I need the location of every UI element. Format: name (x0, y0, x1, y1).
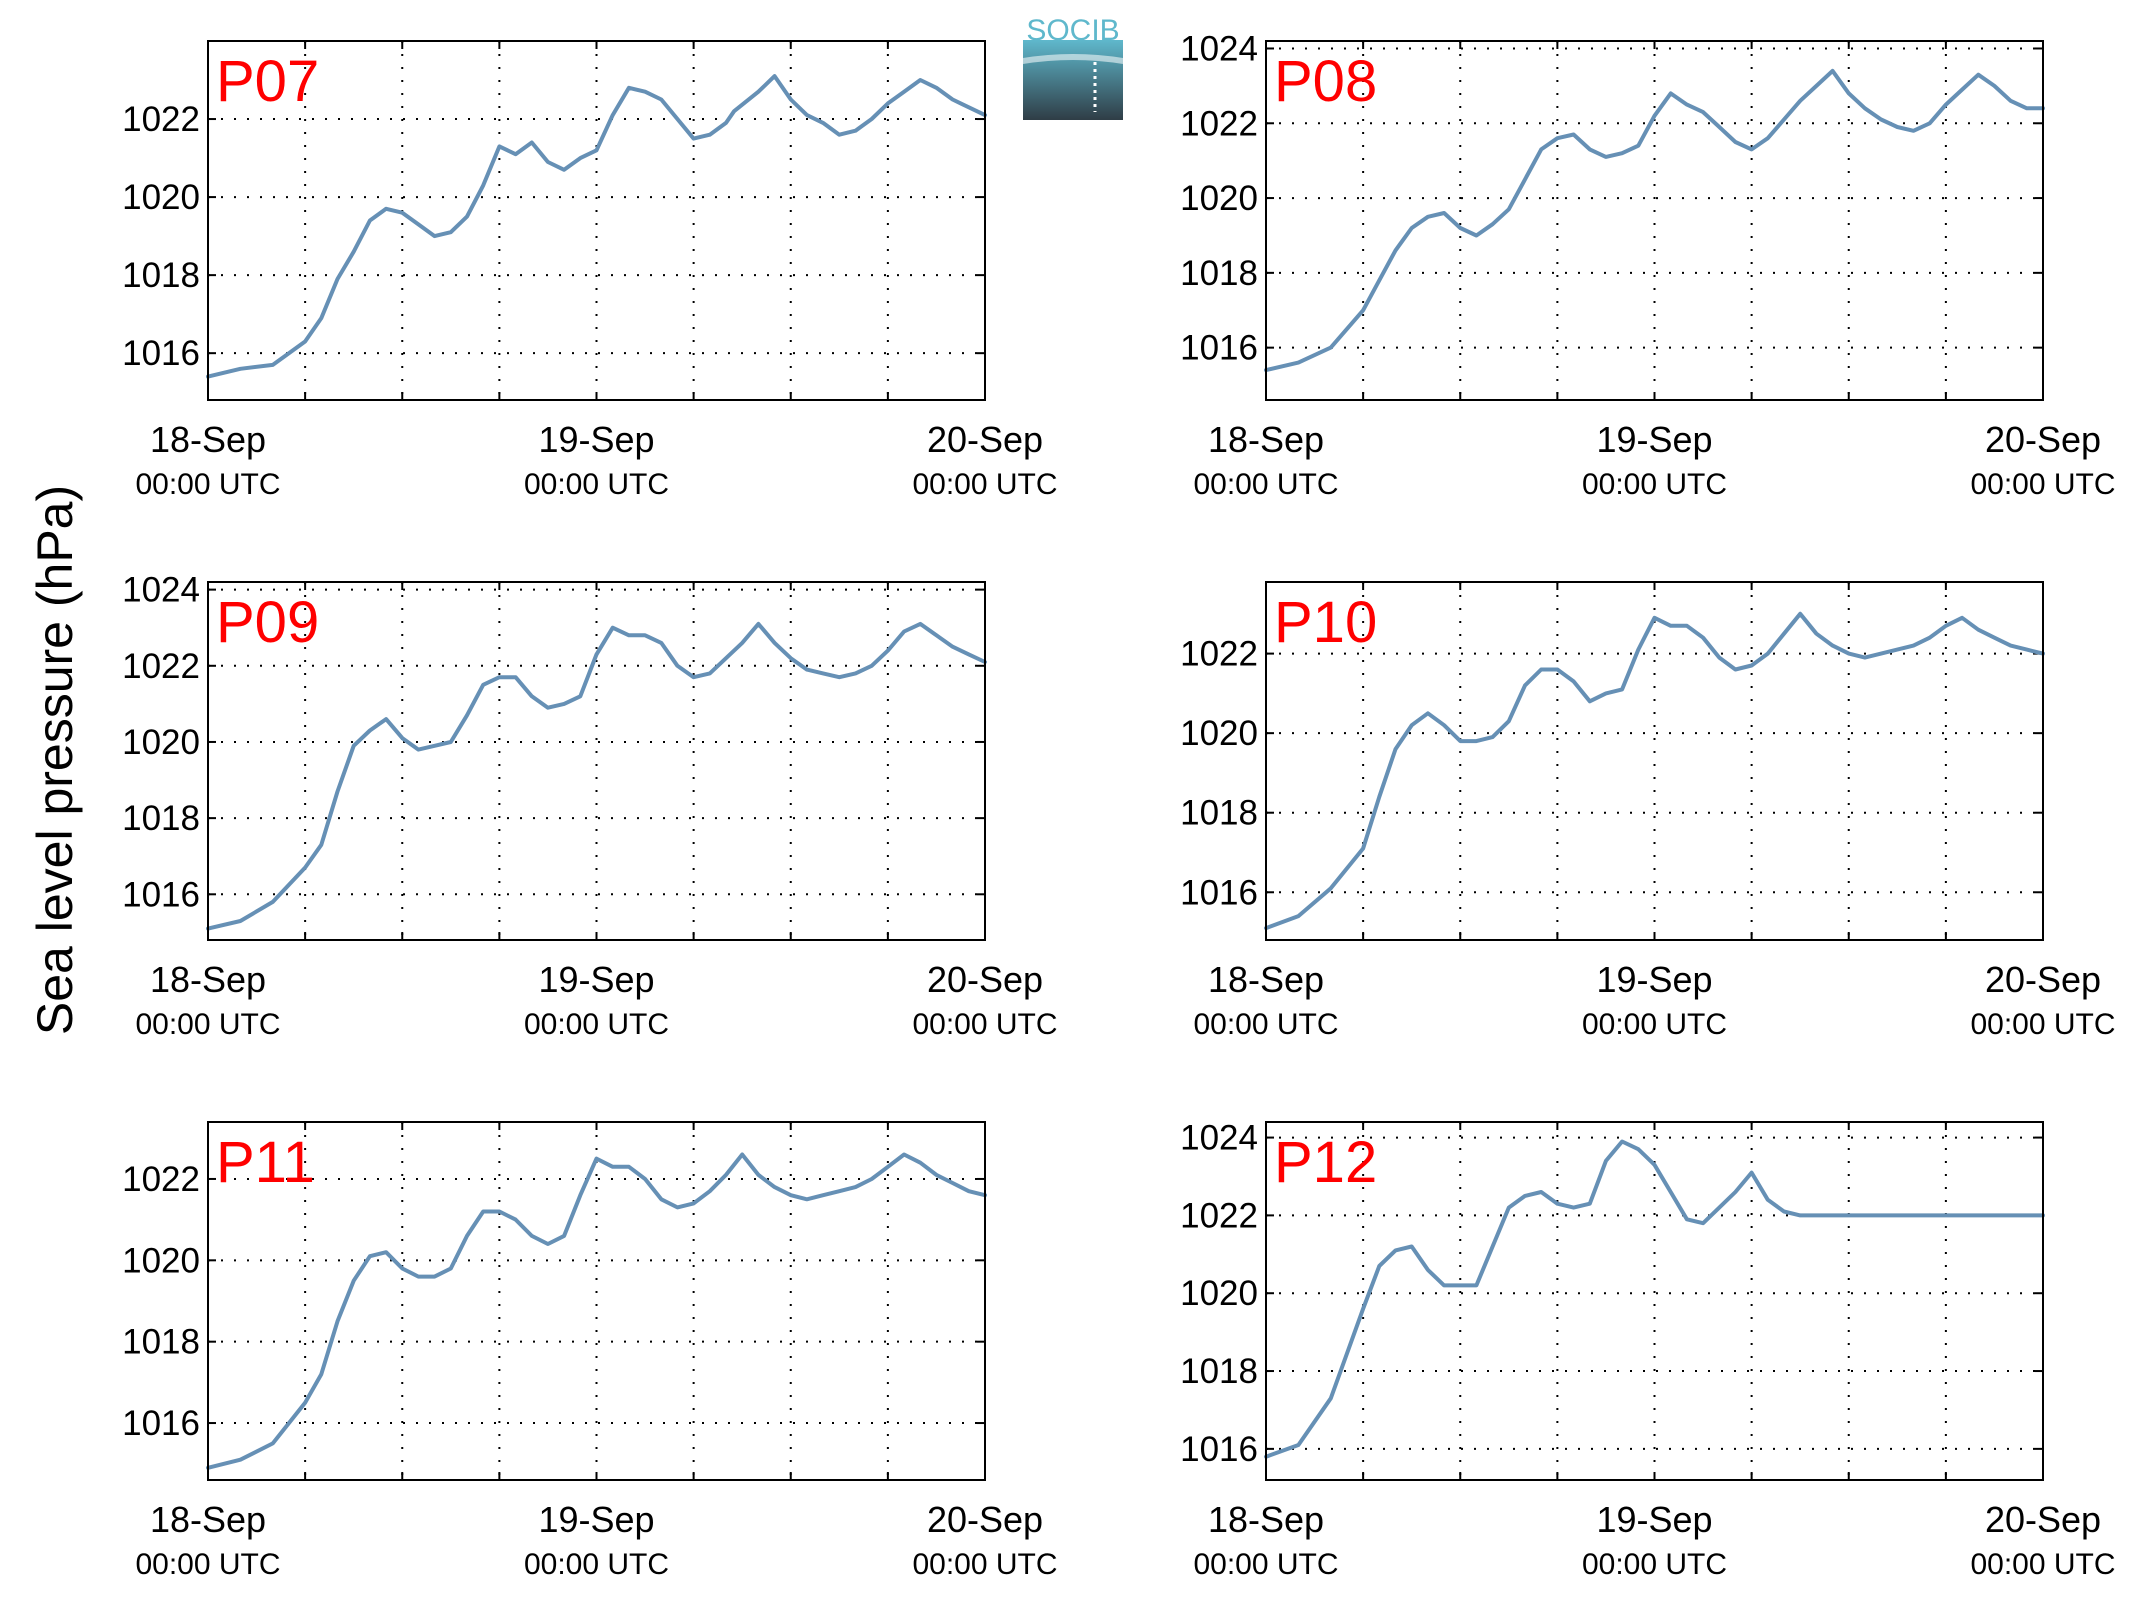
x-tick-label-date: 20-Sep (927, 1499, 1043, 1540)
x-tick-label-date: 19-Sep (1596, 419, 1712, 460)
x-tick-label-time: 00:00 UTC (1193, 1008, 1338, 1041)
y-tick-label: 1024 (1180, 29, 1258, 68)
x-tick-label-time: 00:00 UTC (1970, 1548, 2115, 1581)
y-tick-label: 1020 (1180, 714, 1258, 753)
y-tick-label: 1022 (122, 100, 200, 139)
y-tick-label: 1020 (1180, 1274, 1258, 1313)
station-label: P07 (216, 49, 319, 114)
x-tick-label-time: 00:00 UTC (912, 1548, 1057, 1581)
axes-frame (207, 1121, 986, 1481)
series-line-p08 (1264, 68, 2045, 373)
x-tick-label-time: 00:00 UTC (1193, 1548, 1338, 1581)
x-tick-label-date: 19-Sep (1596, 959, 1712, 1000)
x-tick-label-time: 00:00 UTC (135, 1008, 280, 1041)
station-label: P11 (216, 1130, 315, 1195)
x-tick-label-date: 19-Sep (1596, 1499, 1712, 1540)
axes-frame (207, 40, 986, 401)
series-line-p09 (206, 621, 987, 931)
chart-panel-p09: 1016 1018 1020 1022 1024 18-Sep 00:00 UTC 19-Se… (122, 571, 1057, 1041)
x-tick-label-time: 00:00 UTC (135, 468, 280, 501)
x-tick-label-time: 00:00 UTC (1582, 1008, 1727, 1041)
x-tick-label-date: 18-Sep (1208, 1499, 1324, 1540)
x-tick-label-date: 20-Sep (927, 959, 1043, 1000)
y-tick-label: 1016 (122, 875, 200, 914)
y-tick-label: 1022 (122, 1160, 200, 1199)
x-tick-label-date: 19-Sep (538, 419, 654, 460)
y-tick-label: 1016 (1180, 873, 1258, 912)
x-tick-label-date: 18-Sep (1208, 959, 1324, 1000)
x-tick-label-time: 00:00 UTC (1193, 468, 1338, 501)
logo-block (1023, 40, 1123, 120)
x-tick-label-date: 19-Sep (538, 959, 654, 1000)
axes-frame (207, 581, 986, 941)
y-tick-label: 1018 (122, 256, 200, 295)
x-tick-label-date: 18-Sep (150, 959, 266, 1000)
series-line-p12 (1264, 1139, 2045, 1459)
chart-panel-p07: 1016 1018 1020 1022 18-Sep 00:00 UTC 19-Sep 00:… (122, 40, 1058, 501)
y-tick-label: 1018 (122, 1323, 200, 1362)
x-tick-label-time: 00:00 UTC (524, 1548, 669, 1581)
x-tick-label-time: 00:00 UTC (1970, 468, 2115, 501)
chart-panel-p12: 1016 1018 1020 1022 1024 18-Sep 00:00 UTC 19-Se… (1180, 1119, 2115, 1581)
y-tick-label: 1024 (1180, 1119, 1258, 1158)
y-tick-label: 1018 (1180, 254, 1258, 293)
x-tick-label-time: 00:00 UTC (524, 1008, 669, 1041)
station-label: P10 (1274, 590, 1377, 655)
socib-logo: SOCIB (1023, 14, 1123, 120)
axes-frame (1265, 1121, 2044, 1481)
series-line-p11 (206, 1152, 987, 1470)
y-tick-label: 1018 (1180, 1352, 1258, 1391)
x-tick-label-date: 20-Sep (927, 419, 1043, 460)
x-tick-label-date: 19-Sep (538, 1499, 654, 1540)
x-tick-label-time: 00:00 UTC (1582, 468, 1727, 501)
y-tick-label: 1016 (122, 1404, 200, 1443)
x-tick-label-date: 18-Sep (150, 419, 266, 460)
chart-panel-p11: 1016 1018 1020 1022 18-Sep 00:00 UTC 19-Sep 00:… (122, 1121, 1058, 1581)
y-tick-label: 1016 (1180, 1430, 1258, 1469)
series-line-p10 (1264, 611, 2045, 931)
x-tick-label-time: 00:00 UTC (1970, 1008, 2115, 1041)
x-tick-label-date: 20-Sep (1985, 959, 2101, 1000)
series-line-p07 (206, 74, 987, 379)
y-tick-label: 1020 (1180, 179, 1258, 218)
x-tick-label-date: 18-Sep (1208, 419, 1324, 460)
x-tick-label-date: 18-Sep (150, 1499, 266, 1540)
chart-panel-p10: 1016 1018 1020 1022 18-Sep 00:00 UTC 19-Sep 00:… (1180, 581, 2116, 1041)
y-tick-label: 1020 (122, 178, 200, 217)
x-tick-label-time: 00:00 UTC (524, 468, 669, 501)
chart-panel-p08: 1016 1018 1020 1022 1024 18-Sep 00:00 UTC 19-Se… (1180, 29, 2115, 501)
x-tick-label-date: 20-Sep (1985, 419, 2101, 460)
y-tick-label: 1020 (122, 1241, 200, 1280)
y-tick-label: 1018 (1180, 794, 1258, 833)
logo-text: SOCIB (1026, 14, 1119, 47)
y-tick-label: 1022 (122, 647, 200, 686)
y-tick-label: 1022 (1180, 1196, 1258, 1235)
station-label: P08 (1274, 49, 1377, 114)
x-tick-label-time: 00:00 UTC (135, 1548, 280, 1581)
y-tick-label: 1024 (122, 571, 200, 610)
x-tick-label-date: 20-Sep (1985, 1499, 2101, 1540)
axes-frame (1265, 40, 2044, 401)
station-label: P09 (216, 590, 319, 655)
x-tick-label-time: 00:00 UTC (912, 1008, 1057, 1041)
x-tick-label-time: 00:00 UTC (1582, 1548, 1727, 1581)
y-tick-label: 1016 (122, 334, 200, 373)
y-tick-label: 1022 (1180, 104, 1258, 143)
axes-frame (1265, 581, 2044, 941)
y-axis-label: Sea level pressure (hPa) (27, 485, 83, 1035)
y-tick-label: 1020 (122, 723, 200, 762)
y-tick-label: 1018 (122, 799, 200, 838)
station-label: P12 (1274, 1130, 1377, 1195)
logo-wave (1023, 54, 1123, 64)
y-tick-label: 1022 (1180, 635, 1258, 674)
y-tick-label: 1016 (1180, 329, 1258, 368)
x-tick-label-time: 00:00 UTC (912, 468, 1057, 501)
